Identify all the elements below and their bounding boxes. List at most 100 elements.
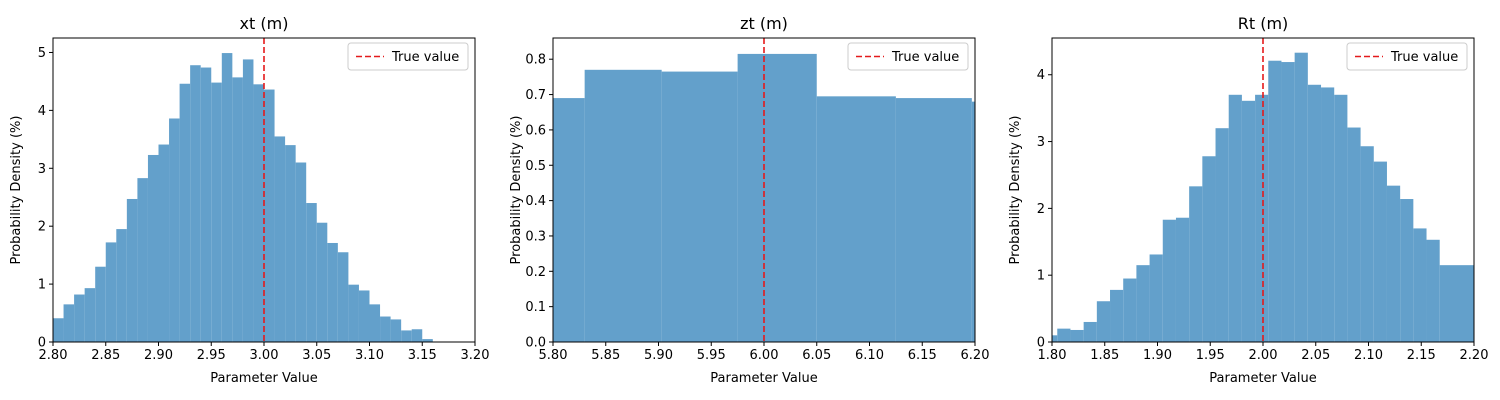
histogram-bar (1070, 329, 1084, 342)
legend: True value (1346, 42, 1468, 71)
y-axis-label: Probability Density (%) (9, 116, 24, 265)
x-tick-label: 6.15 (908, 348, 937, 363)
histogram-bar (1215, 128, 1229, 342)
histogram-bars (1052, 52, 1474, 343)
legend-label: True value (391, 50, 459, 65)
y-tick-label: 0.1 (525, 300, 546, 315)
x-tick-label: 1.95 (1196, 348, 1225, 363)
histogram-bar (105, 242, 117, 342)
chart-panel-1: 2.80 2.85 2.90 2.95 3.00 3.05 3.10 3.15 3.20 0 1 2 3… (9, 14, 489, 386)
histogram-bar (1083, 321, 1097, 342)
histogram-bar (53, 318, 64, 342)
histogram-bar (1439, 265, 1474, 342)
y-tick-label: 0.8 (525, 53, 546, 68)
histogram-bar (895, 98, 972, 342)
x-tick-label: 3.00 (250, 348, 279, 363)
x-tick-label: 3.10 (355, 348, 384, 363)
histogram-bar (200, 67, 212, 342)
histogram-bar (1294, 52, 1308, 342)
histogram-bar (401, 330, 412, 342)
histogram-bar (211, 82, 222, 342)
x-tick-label: 3.20 (461, 348, 490, 363)
legend: True value (347, 42, 469, 71)
histogram-bar (1255, 94, 1269, 342)
x-tick-label: 5.95 (697, 348, 726, 363)
histogram-bar (369, 304, 381, 342)
histogram-bar (1123, 278, 1137, 342)
x-tick-label: 1.90 (1143, 348, 1172, 363)
histogram-bar (1268, 60, 1282, 342)
x-tick-label: 3.15 (408, 348, 437, 363)
y-tick-label: 0.0 (525, 336, 546, 351)
y-tick-label: 1 (1037, 269, 1045, 284)
x-tick-label: 2.10 (1354, 348, 1383, 363)
chart-title: Rt (m) (1238, 14, 1289, 33)
y-tick-label: 0.2 (525, 265, 546, 280)
x-tick-label: 2.85 (91, 348, 120, 363)
y-tick-label: 0.7 (525, 88, 546, 103)
histogram-bar (1373, 161, 1387, 342)
histogram-bar (327, 242, 338, 342)
legend-label: True value (1390, 50, 1458, 65)
histogram-bar (390, 319, 402, 342)
y-tick-label: 0.5 (525, 159, 546, 174)
x-axis-label: Parameter Value (1209, 371, 1316, 386)
histogram-bar (411, 329, 423, 342)
x-tick-label: 2.90 (144, 348, 173, 363)
y-tick-label: 0.4 (525, 194, 546, 209)
histogram-bar (84, 288, 96, 342)
histogram-bar (348, 284, 359, 342)
histogram-bar (816, 96, 896, 342)
histogram-bar (264, 89, 275, 342)
legend-box (847, 42, 969, 71)
histogram-bar (306, 203, 317, 342)
histogram-bars (53, 53, 433, 343)
y-tick-label: 2 (1037, 202, 1045, 217)
x-tick-label: 5.90 (644, 348, 673, 363)
histogram-bar (661, 71, 738, 342)
histogram-bar (1241, 100, 1256, 342)
x-axis-label: Parameter Value (710, 371, 817, 386)
histogram-bar (1400, 199, 1414, 342)
histogram-bar (137, 178, 148, 342)
histogram-bar (1057, 328, 1071, 342)
legend: True value (847, 42, 969, 71)
histogram-bar (1175, 217, 1190, 342)
histogram-bar (1426, 239, 1440, 342)
y-tick-label: 3 (38, 162, 46, 177)
chart-title: zt (m) (740, 14, 788, 33)
histogram-bar (1360, 146, 1374, 342)
histogram-bar (116, 229, 127, 342)
histogram-bar (221, 53, 233, 343)
chart-panel-2: 5.80 5.85 5.90 5.95 6.00 6.05 6.10 6.15 6.20 0.0 0… (509, 14, 989, 386)
x-tick-label: 6.10 (855, 348, 884, 363)
histogram-bar (1136, 265, 1150, 342)
chart-panel-3: 1.80 1.85 1.90 1.95 2.00 2.05 2.10 2.15 2.20 0 1 2 3… (1008, 14, 1488, 386)
x-axis-label: Parameter Value (210, 371, 317, 386)
histogram-bar (422, 339, 433, 342)
y-axis-label: Probability Density (%) (1008, 116, 1023, 265)
y-tick-label: 0.6 (525, 123, 546, 138)
histogram-bar (1202, 156, 1216, 342)
x-tick-label: 5.85 (591, 348, 620, 363)
histogram-bars (553, 53, 975, 342)
histogram-bar (1413, 228, 1427, 342)
histogram-bar (1110, 289, 1124, 342)
y-tick-label: 0 (38, 336, 46, 351)
y-tick-label: 3 (1037, 135, 1045, 150)
legend-label: True value (891, 50, 959, 65)
histogram-bar (169, 118, 180, 343)
histogram-bar (285, 145, 296, 342)
histogram-bar (179, 83, 191, 343)
histogram-bar (1321, 87, 1335, 342)
histogram-bar (95, 266, 106, 342)
x-tick-label: 2.80 (39, 348, 68, 363)
histogram-bar (242, 59, 254, 343)
y-tick-label: 4 (1037, 68, 1045, 83)
histogram-bar (358, 290, 370, 342)
x-tick-label: 2.05 (1301, 348, 1330, 363)
histogram-bar (1228, 94, 1242, 342)
histogram-bar (295, 162, 307, 342)
x-tick-label: 6.20 (961, 348, 990, 363)
